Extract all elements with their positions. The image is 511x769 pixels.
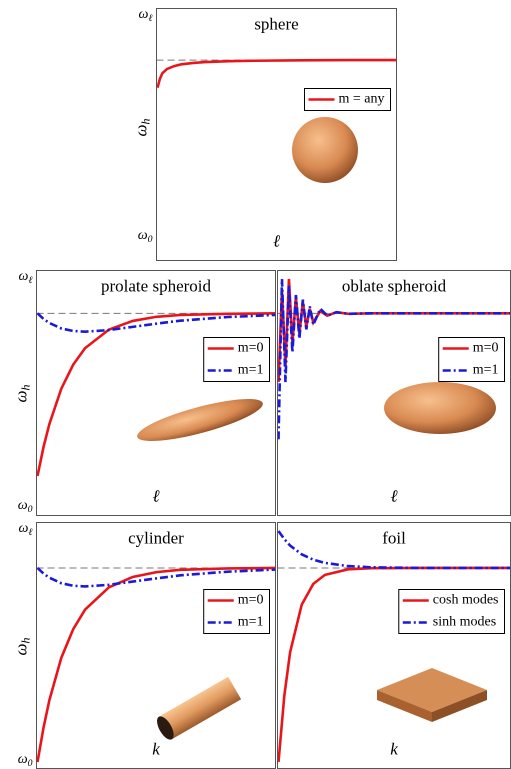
legend-label: m=1	[238, 363, 264, 378]
panel: foil k cosh modes sinh modes	[278, 523, 511, 769]
panel-title: cylinder	[128, 528, 184, 547]
legend: m=0m=1	[204, 590, 270, 634]
panel-title: sphere	[254, 14, 298, 33]
panel-title: foil	[382, 528, 406, 547]
y-tick-label: ωℓ	[19, 521, 33, 538]
panel-title: prolate spheroid	[101, 276, 211, 295]
y-tick-label: ωℓ	[139, 7, 153, 24]
y-tick-label: ω0	[18, 752, 33, 769]
x-axis-label: k	[390, 739, 398, 758]
y-axis-label: ωh	[11, 384, 32, 402]
cylinder-shape	[154, 677, 241, 743]
x-axis-label: ℓ	[152, 486, 159, 505]
y-tick-label: ω0	[18, 498, 33, 515]
foil-shape	[377, 668, 487, 722]
frame	[37, 271, 276, 516]
x-axis-label: k	[152, 739, 160, 758]
shapes	[134, 117, 496, 742]
figure: sphere ℓ ωh ω0 ωℓ m = any prolate spheroid ℓ ωh ω…	[0, 0, 511, 769]
series-line	[38, 568, 276, 586]
legend-label: m=1	[473, 363, 499, 378]
legend-label: cosh modes	[433, 593, 499, 608]
legend-label: m = any	[339, 92, 385, 107]
oblate-shape	[384, 382, 496, 434]
legend: m=0m=1	[204, 338, 270, 382]
sphere-shape	[292, 117, 358, 183]
frame	[278, 523, 511, 769]
prolate-shape	[134, 391, 266, 450]
series-line	[158, 60, 397, 88]
y-axis-label: ωh	[11, 637, 32, 655]
x-axis-label: ℓ	[390, 486, 397, 505]
legend: m=0m=1	[439, 338, 505, 382]
legend-label: m=0	[473, 341, 499, 356]
y-tick-label: ωℓ	[19, 269, 33, 286]
frame	[37, 523, 276, 769]
frame	[157, 9, 397, 261]
y-tick-label: ω0	[138, 228, 153, 245]
panel: sphere ℓ ωh ω0 ωℓ m = any	[131, 7, 396, 260]
legend: cosh modes sinh modes	[399, 590, 505, 634]
legend-label: m=1	[238, 615, 264, 630]
y-axis-label: ωh	[131, 118, 152, 136]
legend-label: sinh modes	[433, 615, 496, 630]
legend: m = any	[305, 89, 391, 111]
legend-label: m=0	[238, 593, 264, 608]
panel-title: oblate spheroid	[342, 276, 447, 295]
legend-label: m=0	[238, 341, 264, 356]
x-axis-label: ℓ	[273, 231, 280, 250]
